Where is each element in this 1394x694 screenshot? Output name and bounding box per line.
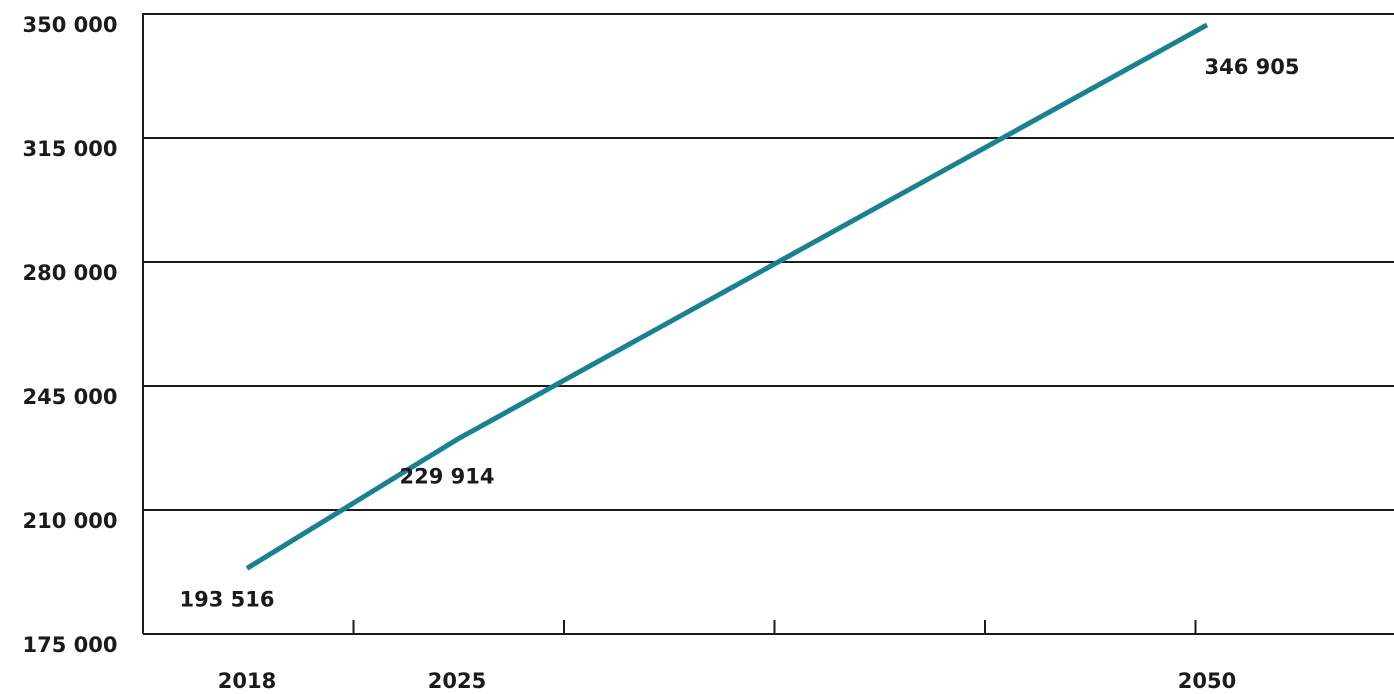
- data-label-2: 346 905: [1205, 55, 1300, 79]
- data-label-1: 229 914: [400, 464, 495, 488]
- x-tick-label-1: 2025: [428, 669, 486, 693]
- y-tick-label-0: 175 000: [23, 633, 118, 657]
- x-tick-label-2: 2050: [1178, 669, 1236, 693]
- x-tick-label-0: 2018: [218, 669, 276, 693]
- y-gridlines: [143, 13, 1394, 511]
- data-label-0: 193 516: [180, 587, 275, 611]
- y-tick-labels: 175 000 210 000 245 000 280 000 315 000 350 0…: [23, 13, 118, 657]
- x-axis-ticks: [352, 620, 1197, 634]
- y-tick-label-2: 245 000: [23, 385, 118, 409]
- y-tick-label-4: 315 000: [23, 137, 118, 161]
- y-tick-label-5: 350 000: [23, 13, 118, 37]
- data-labels: 193 516 229 914 346 905: [180, 55, 1300, 611]
- y-tick-label-1: 210 000: [23, 509, 118, 533]
- series-line: [245, 22, 1209, 571]
- x-tick-labels: 2018 2025 2050: [218, 669, 1236, 693]
- y-tick-label-3: 280 000: [23, 261, 118, 285]
